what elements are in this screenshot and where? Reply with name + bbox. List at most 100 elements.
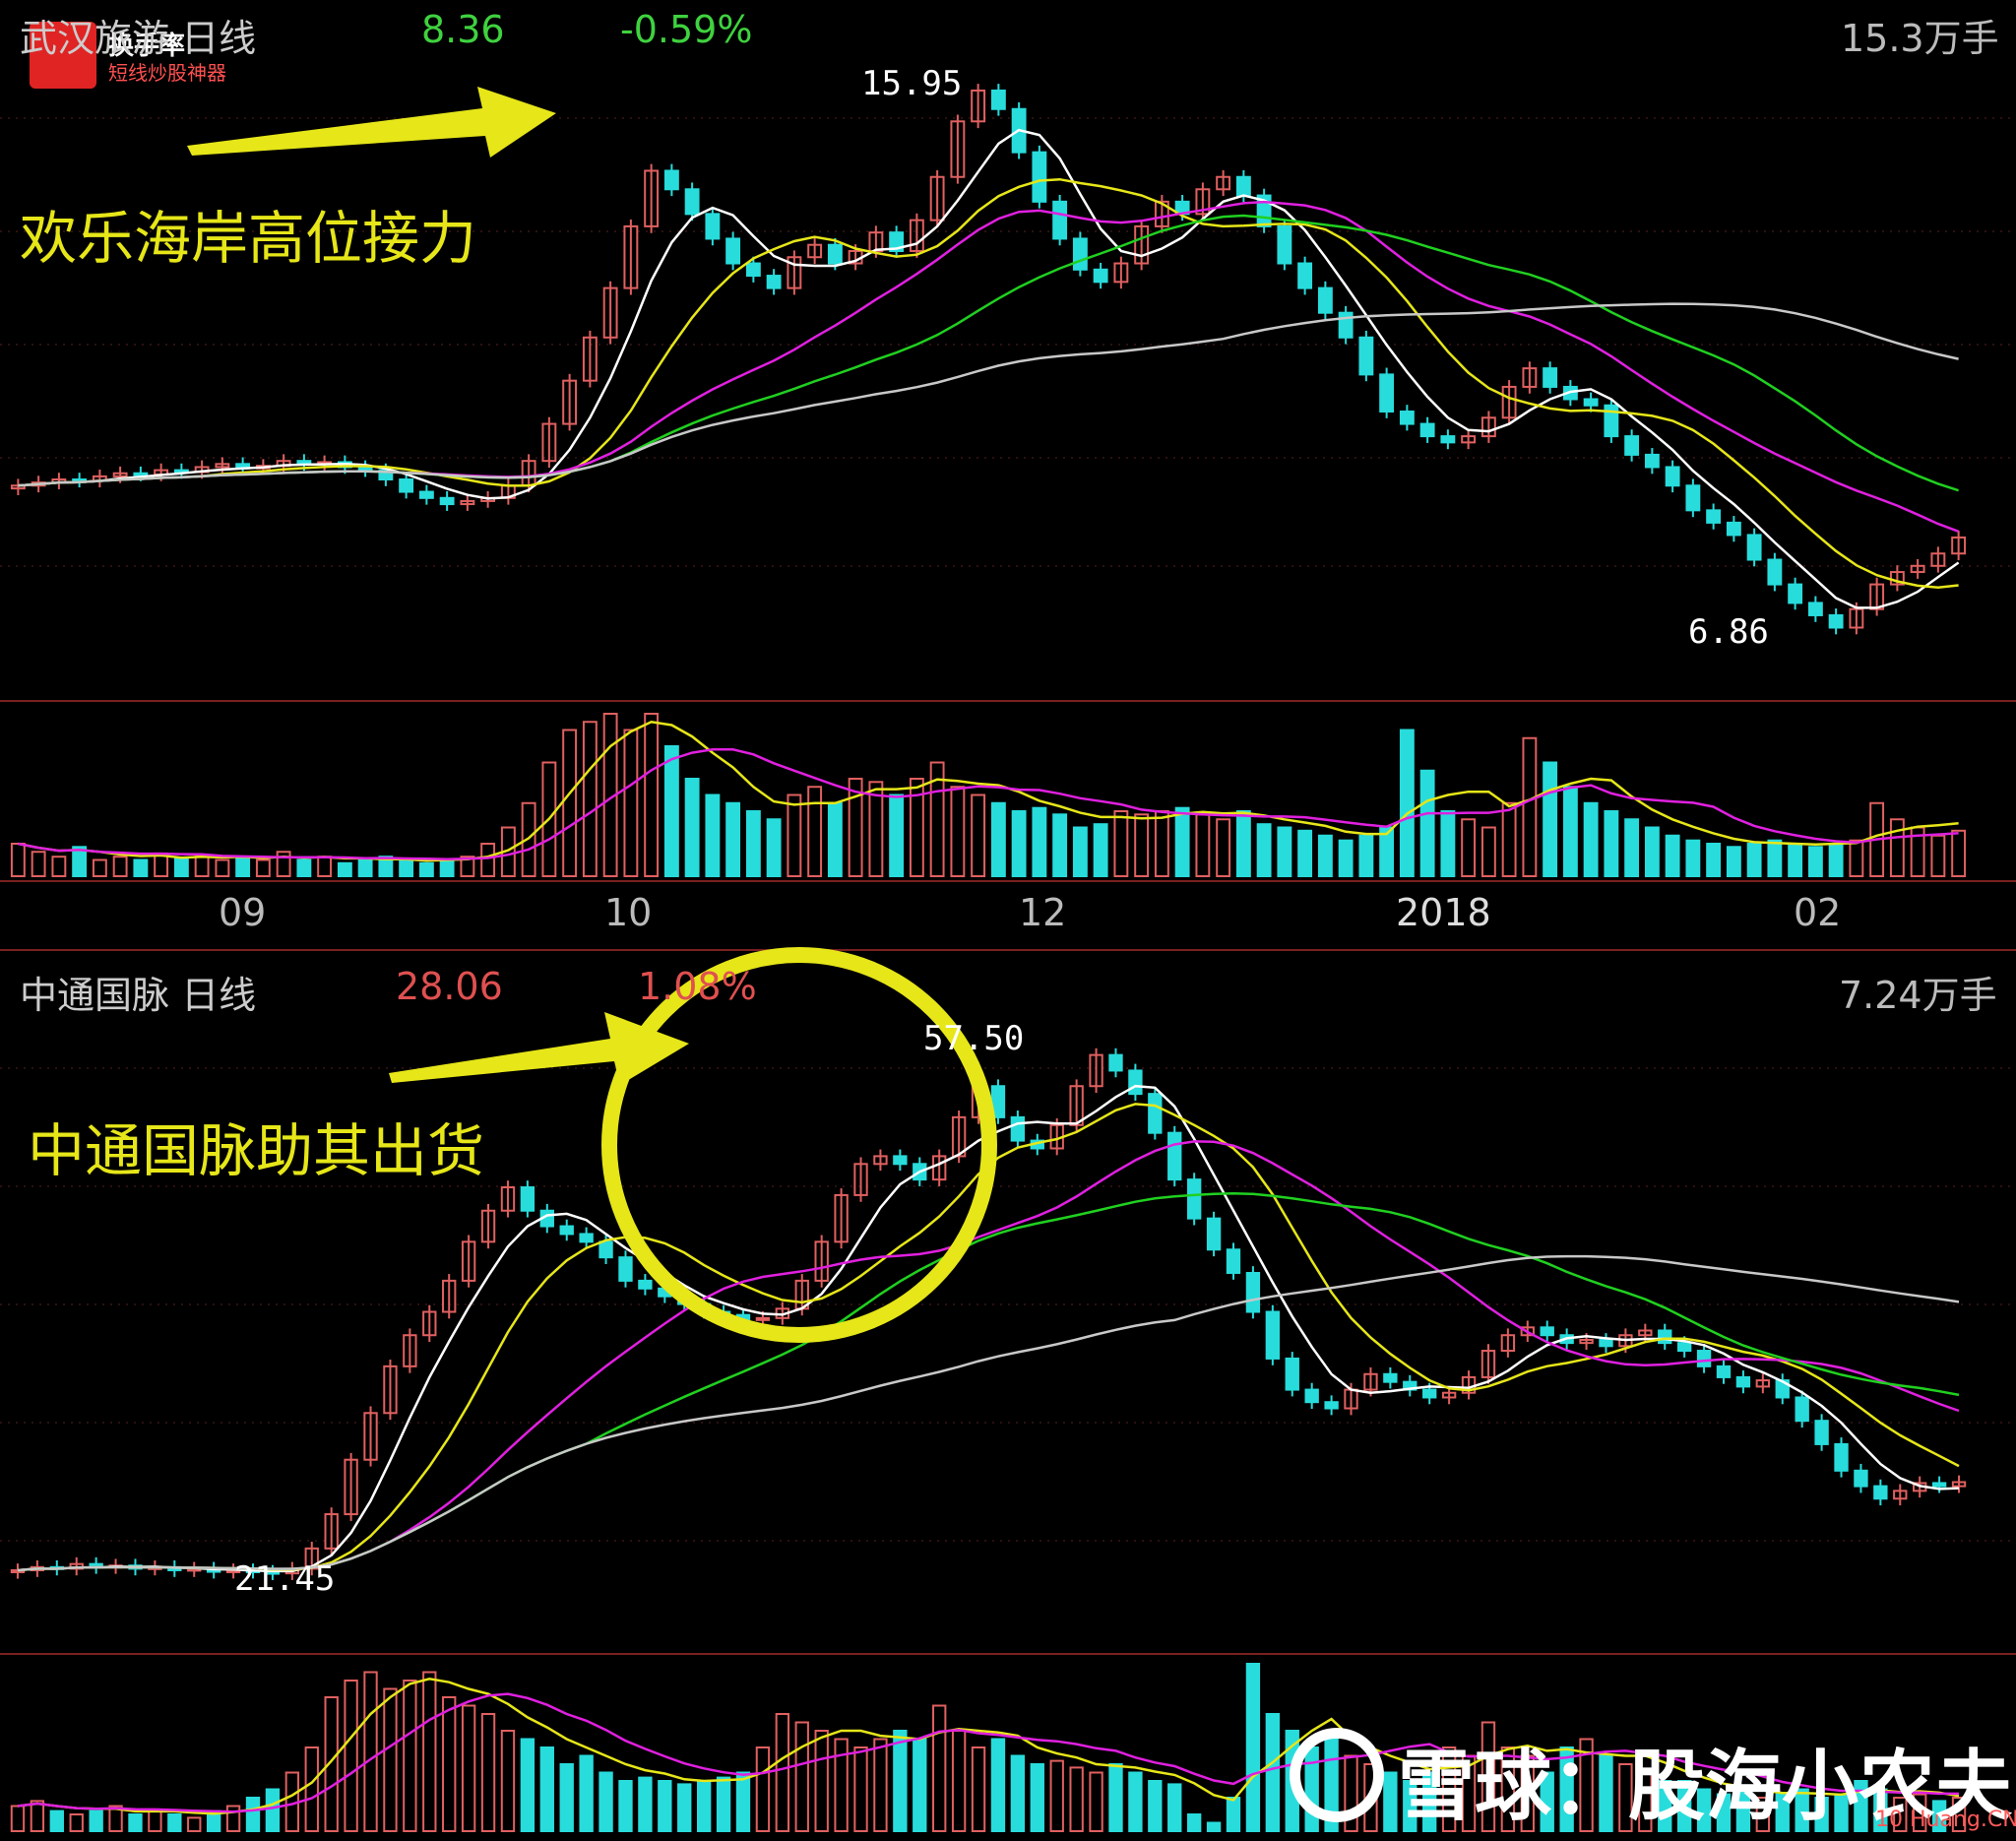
volume-bar [1624, 818, 1640, 877]
candle-body [1195, 188, 1211, 216]
candle-body [442, 1279, 457, 1313]
volume-bar [623, 729, 639, 877]
candle-body [1245, 1271, 1261, 1313]
volume-bar [1951, 829, 1967, 877]
candle-body [1440, 435, 1456, 444]
volume-bar [442, 1696, 457, 1832]
volume-bar [1419, 769, 1435, 877]
volume-bar [1032, 806, 1047, 878]
volume-bar [276, 851, 291, 877]
candle-body [1746, 534, 1762, 561]
volume-bar [559, 1763, 574, 1832]
candle-body [1235, 175, 1251, 197]
candle-body [1828, 613, 1844, 629]
candle-body [378, 469, 394, 480]
candle-body [1644, 453, 1660, 469]
volume-ma-line-1 [17, 1692, 1959, 1813]
volume-bar [1167, 1783, 1182, 1833]
volume-bar [1186, 1813, 1202, 1832]
candle-body [363, 1412, 378, 1461]
volume-bar [1399, 729, 1415, 877]
candle-body [10, 484, 26, 490]
volume-bar [1089, 1771, 1103, 1832]
candle-body [582, 336, 598, 382]
candle-body [1579, 1338, 1594, 1345]
candle-body [1520, 1326, 1535, 1337]
candle-body [893, 1155, 908, 1166]
volume-bar [167, 1813, 182, 1832]
candle-body [1834, 1442, 1849, 1472]
candle-body [1849, 607, 1864, 629]
volume-bar [1726, 846, 1741, 877]
volume-bar [848, 778, 863, 877]
candle-body [1873, 1485, 1888, 1500]
volume-bar [461, 1704, 476, 1832]
candle-body [461, 1240, 476, 1282]
candle-body [1795, 1396, 1809, 1423]
volume-bar [1256, 823, 1272, 878]
volume-bar [684, 778, 700, 877]
x-axis-label-02: 02 [1794, 891, 1842, 934]
candle-body [644, 169, 660, 227]
candle-body [1480, 1350, 1496, 1378]
candle-body [1167, 1131, 1182, 1181]
volume-bar [932, 1704, 947, 1832]
candle-body [1069, 1085, 1084, 1126]
candle-body [1931, 1482, 1947, 1488]
volume-bar [1128, 1771, 1143, 1832]
candle-body [324, 1513, 339, 1550]
volume-bar [1030, 1763, 1044, 1832]
volume-bar [807, 786, 823, 877]
candle-body [1134, 224, 1150, 265]
candle-body [909, 219, 924, 252]
top-arrow-shape [187, 87, 556, 158]
volume-bar [344, 1680, 358, 1832]
volume-bar [1154, 810, 1169, 877]
volume-bar [1480, 826, 1496, 877]
x-axis-label-12: 12 [1019, 891, 1067, 934]
volume-bar [755, 1746, 771, 1832]
volume-bar [1148, 1780, 1163, 1832]
candle-body [1226, 1248, 1241, 1274]
volume-bar [1317, 834, 1333, 877]
candle-body [684, 188, 700, 216]
candle-body [399, 477, 414, 493]
candle-body [1807, 602, 1823, 616]
candle-body [1540, 1326, 1554, 1337]
candle-body [1154, 200, 1169, 227]
bottom-annotation: 中通国脉助其出货 [28, 1117, 485, 1184]
candle-body [1735, 1375, 1751, 1388]
candle-body [1624, 435, 1640, 456]
volume-bar [971, 794, 986, 877]
candle-body [1216, 175, 1231, 191]
bottom-high-label: 57.50 [923, 1019, 1025, 1058]
volume-bar [1706, 843, 1722, 877]
candle-body [1186, 1178, 1202, 1220]
volume-bar [521, 801, 536, 877]
bottom-stock-change: 1.08% [638, 965, 757, 1008]
candle-body [1010, 1115, 1026, 1142]
x-axis-label-09: 09 [219, 891, 267, 934]
volume-bar [1930, 834, 1946, 877]
volume-bar [598, 1771, 613, 1832]
volume-bar [92, 858, 107, 877]
volume-bar [1814, 1797, 1829, 1832]
candle-body [1358, 336, 1374, 376]
bottom-arrow-shape [389, 1012, 689, 1085]
volume-bar [853, 1746, 868, 1832]
candle-body [344, 1458, 358, 1516]
annotation-overlay [187, 87, 997, 1343]
candle-body [1755, 1379, 1771, 1388]
volume-bar [1052, 813, 1068, 877]
volume-bar [1618, 1763, 1633, 1832]
candle-body [1814, 1420, 1829, 1445]
volume-bar [1338, 839, 1354, 878]
volume-bar [1767, 839, 1783, 878]
volume-bar [133, 858, 149, 877]
corner-mark: 10 Huang.CN [1875, 1808, 2016, 1832]
volume-bar [735, 1771, 751, 1832]
candle-body [602, 286, 618, 339]
volume-bar [787, 794, 802, 877]
volume-bar [539, 1746, 554, 1832]
volume-bar [1644, 826, 1660, 877]
